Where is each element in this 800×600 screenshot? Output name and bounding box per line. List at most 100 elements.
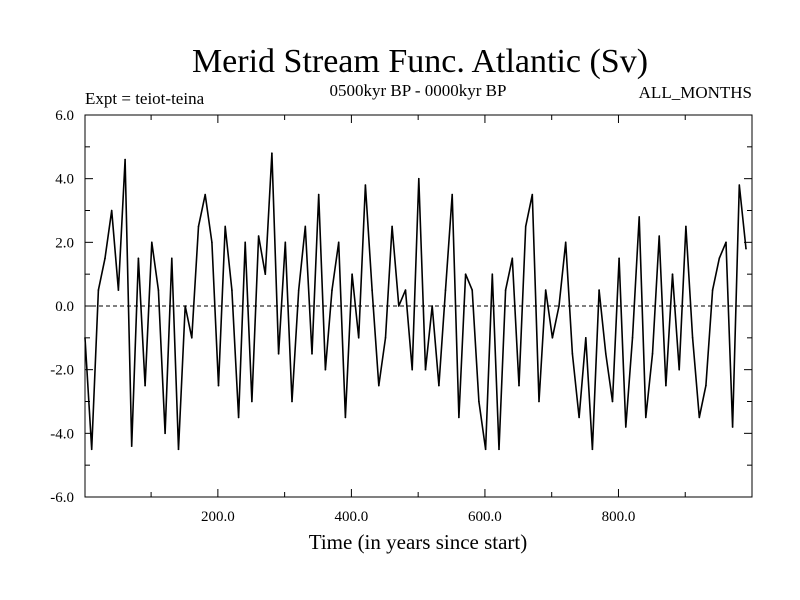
data-point xyxy=(638,216,640,218)
data-point xyxy=(384,337,387,339)
data-point xyxy=(217,384,220,387)
x-axis-label: Time (in years since start) xyxy=(309,530,528,554)
data-point xyxy=(398,305,400,307)
data-point xyxy=(117,289,120,291)
y-tick-label: -4.0 xyxy=(50,426,74,442)
data-point xyxy=(698,416,701,419)
data-point xyxy=(211,241,213,244)
y-tick-label: 6.0 xyxy=(55,108,74,124)
data-point xyxy=(357,337,360,339)
data-point xyxy=(124,158,126,161)
axis-ticks: 200.0 400.0 600.0 800.0 -6.0 -4.0 -2.0 0.0 2.0 4.… xyxy=(50,108,752,525)
data-point xyxy=(685,225,687,228)
data-point xyxy=(678,368,680,371)
data-point xyxy=(738,184,741,186)
months-note: ALL_MONTHS xyxy=(639,83,752,102)
data-point xyxy=(718,257,721,260)
data-point xyxy=(344,416,347,419)
data-point xyxy=(231,289,233,291)
data-point xyxy=(491,273,494,276)
x-tick-label: 200.0 xyxy=(201,509,235,525)
data-point xyxy=(351,273,353,276)
data-point xyxy=(591,448,594,451)
data-point xyxy=(137,257,140,260)
data-point xyxy=(264,273,267,276)
data-point xyxy=(291,400,293,403)
data-point xyxy=(151,241,153,244)
data-point xyxy=(164,432,166,435)
plot-frame xyxy=(84,114,753,498)
data-point xyxy=(524,225,527,228)
data-point xyxy=(237,416,240,419)
data-point xyxy=(204,193,206,196)
data-point xyxy=(311,353,313,355)
data-point xyxy=(665,384,667,387)
data-point xyxy=(404,289,407,291)
data-point xyxy=(418,177,420,180)
data-point xyxy=(378,384,380,387)
data-point xyxy=(191,337,193,339)
data-point xyxy=(571,353,574,355)
data-point xyxy=(451,193,454,196)
data-point xyxy=(411,368,414,371)
y-tick-label: 0.0 xyxy=(55,299,74,315)
data-point xyxy=(144,384,146,387)
data-point xyxy=(471,289,474,291)
data-point xyxy=(317,193,320,196)
data-point xyxy=(324,368,327,371)
data-point xyxy=(424,368,427,371)
series-group xyxy=(84,152,747,451)
data-point xyxy=(618,257,620,260)
data-point xyxy=(725,241,727,244)
data-point xyxy=(438,384,440,387)
data-point xyxy=(110,209,113,212)
data-point xyxy=(364,184,367,186)
data-point xyxy=(578,416,580,419)
y-tick-label: -6.0 xyxy=(50,490,74,506)
data-point xyxy=(498,448,500,451)
period-note: 0500kyr BP - 0000kyr BP xyxy=(330,81,507,100)
data-point xyxy=(177,448,180,451)
data-point xyxy=(645,416,647,419)
data-point xyxy=(224,225,226,228)
data-point xyxy=(605,353,607,355)
data-point xyxy=(297,289,300,291)
experiment-note: Expt = teiot-teina xyxy=(85,89,205,108)
y-tick-label: -2.0 xyxy=(50,363,74,379)
data-point xyxy=(104,257,106,260)
data-point xyxy=(431,305,434,307)
data-point xyxy=(538,400,540,403)
data-point xyxy=(531,193,534,196)
data-point xyxy=(331,289,333,291)
data-point xyxy=(184,305,186,307)
data-point xyxy=(745,247,747,250)
data-point xyxy=(97,289,100,291)
data-point xyxy=(518,384,520,387)
data-point xyxy=(157,289,160,291)
data-point xyxy=(90,448,93,451)
y-tick-label: 2.0 xyxy=(55,235,74,251)
data-point xyxy=(558,305,560,307)
data-point xyxy=(671,273,674,276)
data-point xyxy=(391,225,393,228)
data-point xyxy=(458,416,460,419)
data-point xyxy=(464,273,467,276)
data-point xyxy=(651,353,654,355)
data-point xyxy=(171,257,173,260)
data-point xyxy=(504,289,507,291)
data-point xyxy=(257,235,260,237)
data-point xyxy=(585,337,587,339)
data-point xyxy=(711,289,714,291)
data-point xyxy=(371,289,373,291)
data-point xyxy=(598,289,600,291)
data-point xyxy=(284,241,287,244)
data-point xyxy=(478,400,480,403)
data-point xyxy=(197,225,200,228)
x-tick-label: 400.0 xyxy=(335,509,369,525)
x-tick-label: 800.0 xyxy=(602,509,636,525)
data-point xyxy=(444,289,447,291)
data-point xyxy=(731,426,734,428)
data-point xyxy=(511,257,514,260)
data-point xyxy=(271,152,273,154)
